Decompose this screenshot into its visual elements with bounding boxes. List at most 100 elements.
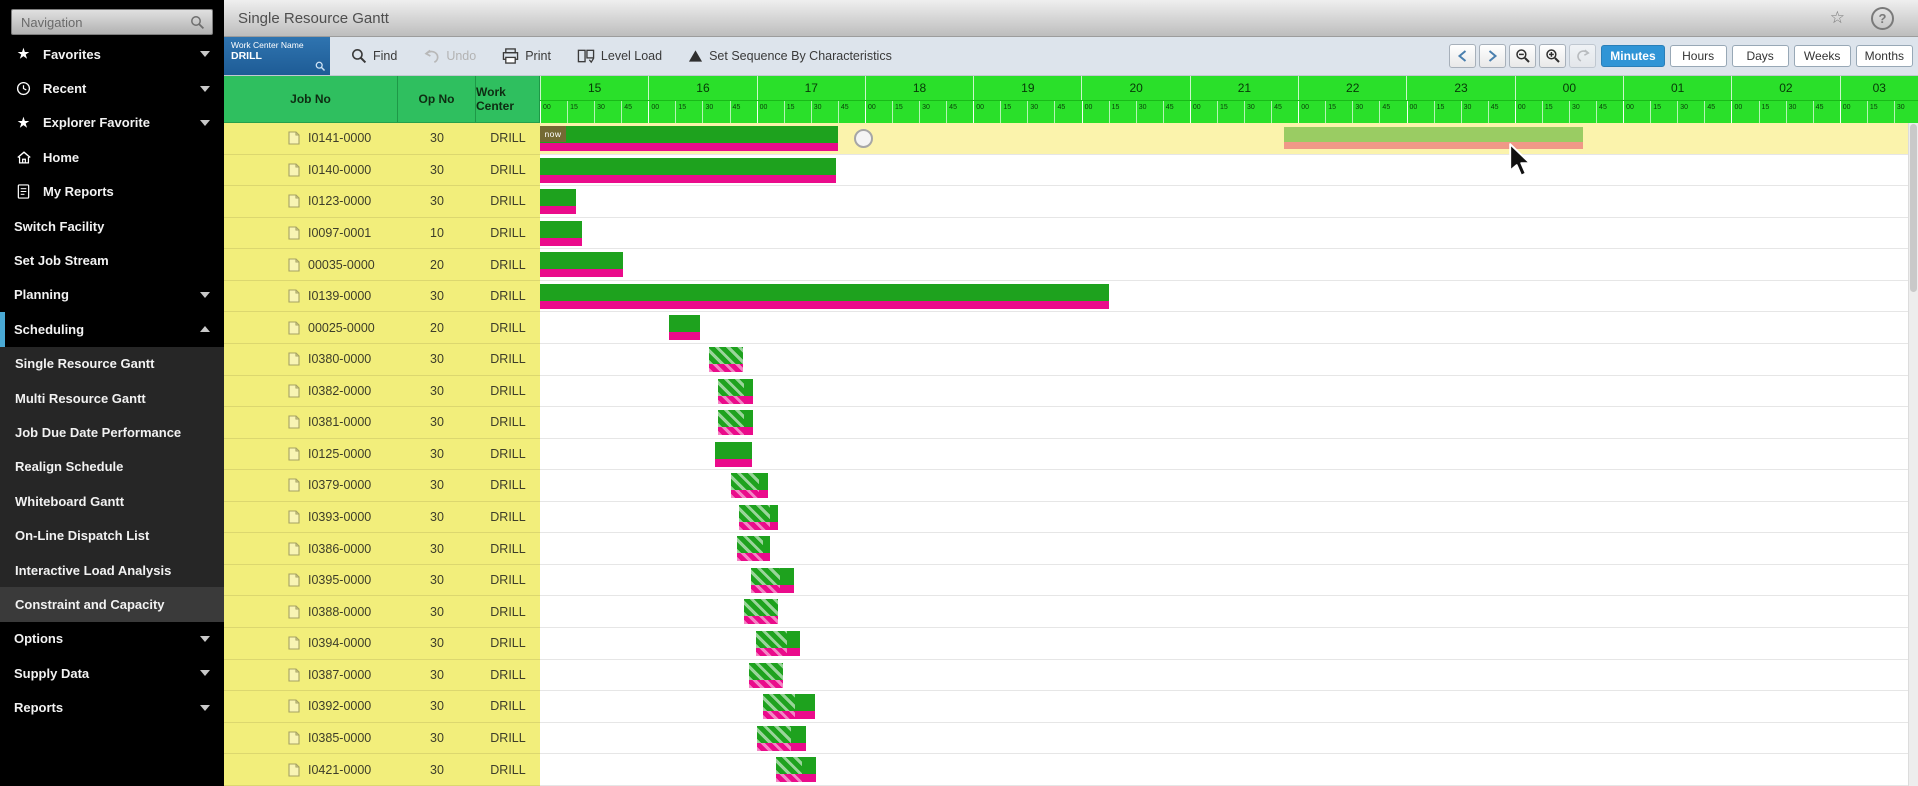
table-row[interactable]: I0380-0000 30 DRILL — [224, 344, 540, 376]
table-row[interactable]: I0382-0000 30 DRILL — [224, 376, 540, 408]
gantt-row[interactable] — [540, 628, 1918, 660]
table-row[interactable]: 00025-0000 20 DRILL — [224, 312, 540, 344]
table-row[interactable]: I0139-0000 30 DRILL — [224, 281, 540, 313]
gantt-bar[interactable] — [715, 441, 753, 467]
gantt-row[interactable] — [540, 565, 1918, 597]
gantt-row[interactable] — [540, 281, 1918, 313]
sidebar-item-options[interactable]: Options — [0, 622, 224, 656]
favorite-star-icon[interactable]: ☆ — [1829, 8, 1845, 27]
scale-button-hours[interactable]: Hours — [1669, 45, 1727, 67]
next-button[interactable] — [1479, 44, 1507, 68]
gantt-row[interactable]: now — [540, 123, 1918, 155]
find-button[interactable]: Find — [338, 37, 410, 75]
drag-ghost-bar[interactable] — [1284, 127, 1583, 149]
table-row[interactable]: I0381-0000 30 DRILL — [224, 407, 540, 439]
undo-button[interactable]: Undo — [410, 37, 489, 75]
gantt-bar[interactable] — [717, 410, 754, 436]
gantt-bar[interactable] — [717, 378, 754, 404]
gantt-row[interactable] — [540, 249, 1918, 281]
table-row[interactable]: I0379-0000 30 DRILL — [224, 470, 540, 502]
table-row[interactable]: I0421-0000 30 DRILL — [224, 754, 540, 786]
table-row[interactable]: I0394-0000 30 DRILL — [224, 628, 540, 660]
gantt-row[interactable] — [540, 596, 1918, 628]
level-load-button[interactable]: Level Load — [564, 37, 675, 75]
gantt-row[interactable] — [540, 502, 1918, 534]
gantt-bar[interactable] — [540, 126, 838, 151]
gantt-row[interactable] — [540, 533, 1918, 565]
sidebar-item-favorites[interactable]: ★ Favorites — [0, 37, 224, 71]
gantt-row[interactable] — [540, 470, 1918, 502]
gantt-bar[interactable] — [763, 694, 816, 720]
print-button[interactable]: Print — [489, 37, 564, 75]
scrollbar-thumb[interactable] — [1910, 124, 1917, 292]
gantt-row[interactable] — [540, 723, 1918, 755]
sidebar-item-supply-data[interactable]: Supply Data — [0, 656, 224, 690]
gantt-bar[interactable] — [749, 662, 783, 688]
scale-button-minutes[interactable]: Minutes — [1601, 45, 1665, 67]
sidebar-item-set-job-stream[interactable]: Set Job Stream — [0, 243, 224, 277]
bar-end-handle[interactable] — [854, 129, 874, 148]
sidebar-item-interactive-load-analysis[interactable]: Interactive Load Analysis — [0, 552, 224, 588]
gantt-bar[interactable] — [743, 599, 779, 625]
sidebar-item-my-reports[interactable]: My Reports — [0, 175, 224, 209]
gantt-row[interactable] — [540, 312, 1918, 344]
sidebar-item-job-due-date-performance[interactable]: Job Due Date Performance — [0, 415, 224, 450]
table-row[interactable]: I0123-0000 30 DRILL — [224, 186, 540, 218]
gantt-bar[interactable] — [668, 315, 701, 341]
work-center-selector[interactable]: Work Center Name DRILL — [224, 37, 330, 75]
sidebar-item-explorer-favorite[interactable]: ★ Explorer Favorite — [0, 106, 224, 140]
gantt-bar[interactable] — [540, 252, 624, 278]
sidebar-item-planning[interactable]: Planning — [0, 278, 224, 312]
gantt-row[interactable] — [540, 186, 1918, 218]
gantt-row[interactable] — [540, 344, 1918, 376]
table-row[interactable]: I0395-0000 30 DRILL — [224, 565, 540, 597]
sidebar-item-constraint-and-capacity[interactable]: Constraint and Capacity — [0, 587, 224, 622]
reset-zoom-button[interactable] — [1569, 44, 1597, 68]
gantt-bar[interactable] — [751, 567, 795, 593]
gantt-bar[interactable] — [730, 473, 769, 499]
zoom-out-button[interactable] — [1509, 44, 1537, 68]
scale-button-days[interactable]: Days — [1731, 45, 1789, 67]
gantt-bar[interactable] — [540, 220, 583, 246]
timeline-header[interactable]: 15 16 17 18 19 20 21 22 23 00 01 02 03 00 15 30 45 00 15 3… — [540, 76, 1918, 123]
vertical-scrollbar[interactable] — [1908, 123, 1918, 786]
table-row[interactable]: I0125-0000 30 DRILL — [224, 439, 540, 471]
table-row[interactable]: I0393-0000 30 DRILL — [224, 502, 540, 534]
gantt-bar[interactable] — [756, 725, 807, 751]
navigation-search-input[interactable] — [19, 13, 190, 31]
gantt-row[interactable] — [540, 660, 1918, 692]
table-row[interactable]: I0141-0000 30 DRILL — [224, 123, 540, 155]
gantt-row[interactable] — [540, 218, 1918, 250]
set-sequence-by-characteristics-button[interactable]: Set Sequence By Characteristics — [675, 37, 905, 75]
table-row[interactable]: I0097-0001 10 DRILL — [224, 218, 540, 250]
table-row[interactable]: I0392-0000 30 DRILL — [224, 691, 540, 723]
sidebar-item-scheduling[interactable]: Scheduling — [0, 312, 224, 347]
gantt-row[interactable] — [540, 691, 1918, 723]
scale-button-months[interactable]: Months — [1855, 45, 1913, 67]
sidebar-item-realign-schedule[interactable]: Realign Schedule — [0, 449, 224, 485]
sidebar-item-multi-resource-gantt[interactable]: Multi Resource Gantt — [0, 380, 224, 416]
sidebar-item-single-resource-gantt[interactable]: Single Resource Gantt — [0, 346, 224, 381]
gantt-bar[interactable] — [540, 157, 836, 183]
gantt-row[interactable] — [540, 155, 1918, 187]
sidebar-item-home[interactable]: Home — [0, 140, 224, 174]
gantt-row[interactable] — [540, 754, 1918, 786]
gantt-bar[interactable] — [755, 631, 800, 656]
zoom-in-button[interactable] — [1539, 44, 1567, 68]
scale-button-weeks[interactable]: Weeks — [1793, 45, 1851, 67]
prev-button[interactable] — [1449, 44, 1477, 68]
sidebar-item-recent[interactable]: Recent — [0, 71, 224, 105]
table-row[interactable]: 00035-0000 20 DRILL — [224, 249, 540, 281]
gantt-bar[interactable] — [540, 283, 1109, 309]
help-icon[interactable]: ? — [1871, 6, 1894, 30]
gantt-bar[interactable] — [540, 189, 576, 215]
gantt-row[interactable] — [540, 439, 1918, 471]
table-row[interactable]: I0387-0000 30 DRILL — [224, 660, 540, 692]
sidebar-item-whiteboard-gantt[interactable]: Whiteboard Gantt — [0, 484, 224, 519]
sidebar-item-switch-facility[interactable]: Switch Facility — [0, 209, 224, 243]
work-center-search-icon[interactable] — [315, 61, 326, 72]
table-row[interactable]: I0140-0000 30 DRILL — [224, 155, 540, 187]
table-row[interactable]: I0388-0000 30 DRILL — [224, 596, 540, 628]
table-row[interactable]: I0386-0000 30 DRILL — [224, 533, 540, 565]
gantt-row[interactable] — [540, 376, 1918, 408]
